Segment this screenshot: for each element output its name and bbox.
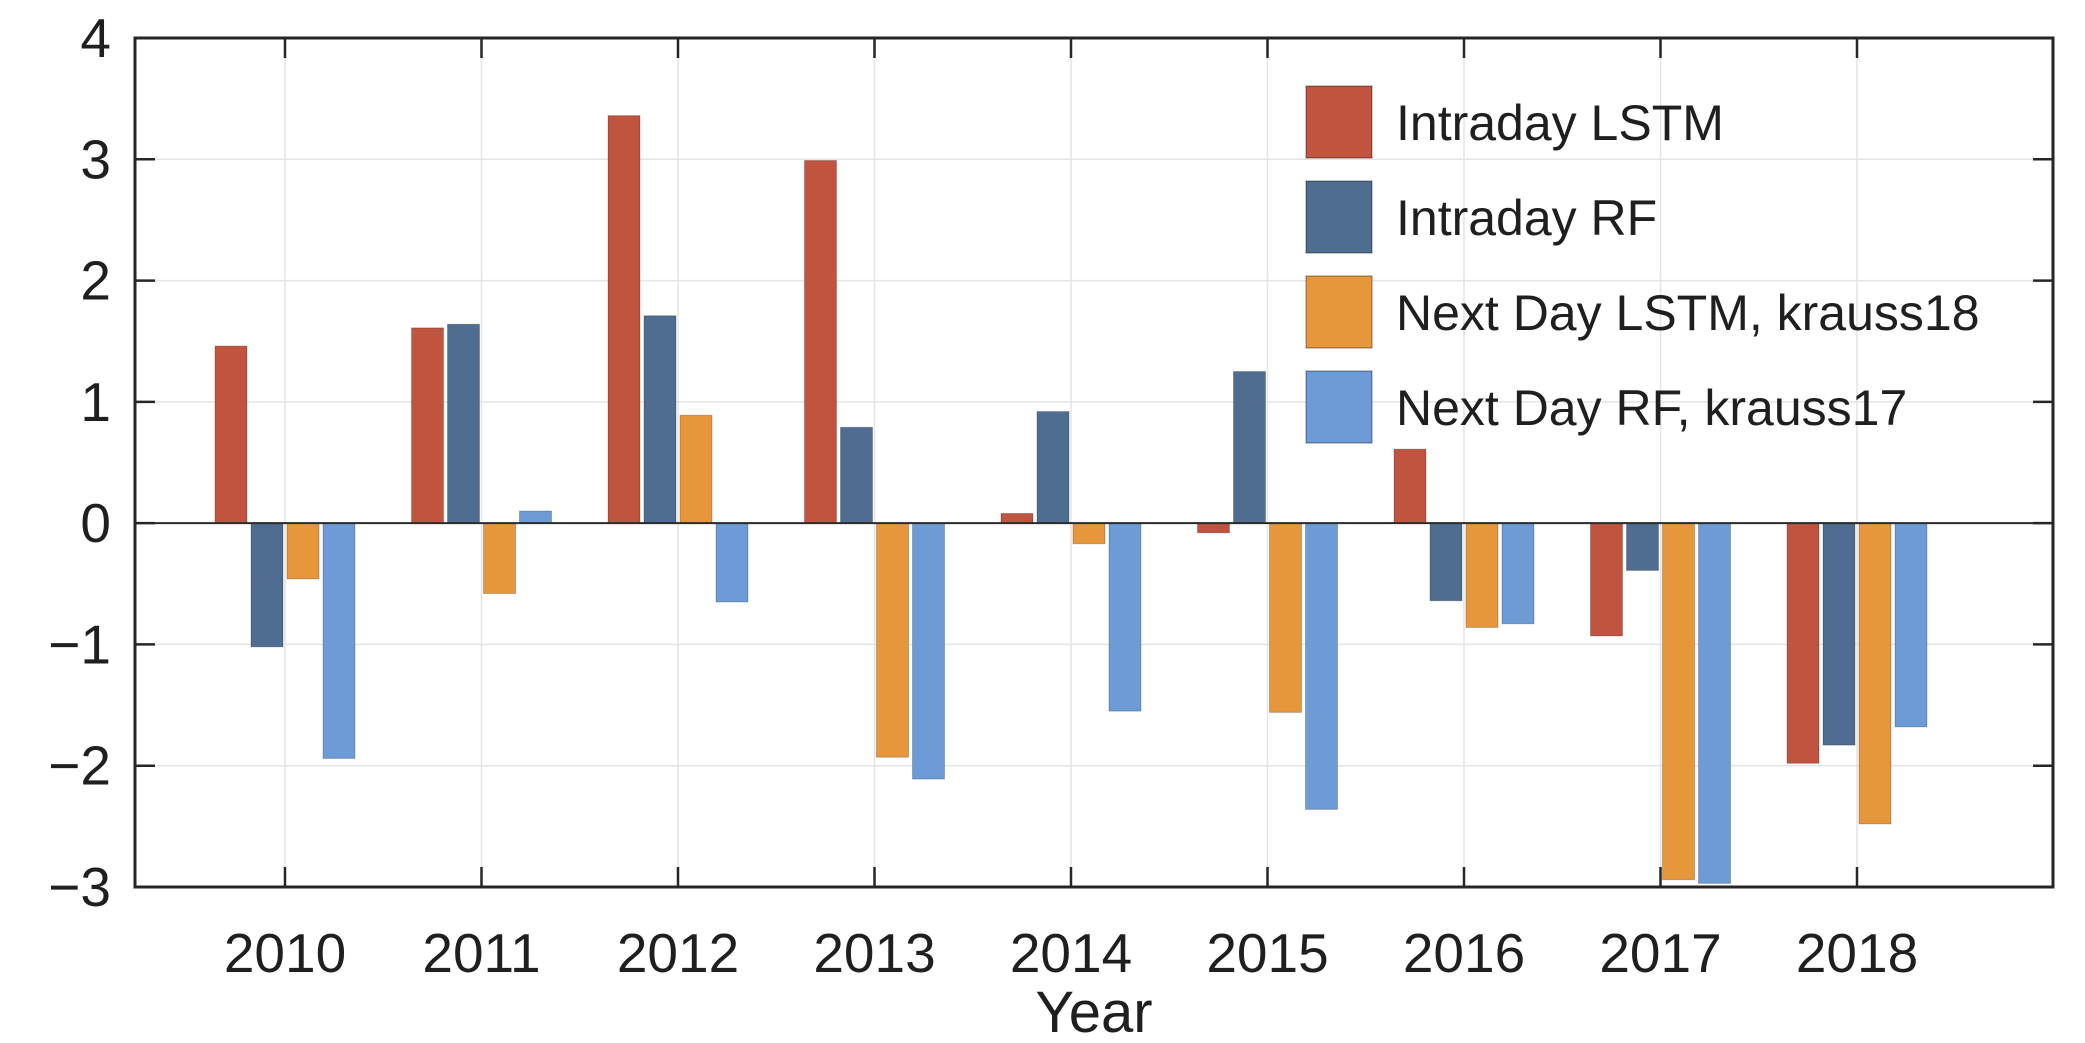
bar-2011-series2 bbox=[483, 522, 516, 594]
bar-2010-series3 bbox=[322, 522, 356, 759]
bar-2014-series2 bbox=[1072, 522, 1106, 545]
bar-2013-series1 bbox=[840, 426, 873, 524]
y-tick-label: −3 bbox=[48, 856, 111, 918]
bars bbox=[214, 115, 1928, 884]
bar-2018-series2 bbox=[1858, 522, 1892, 825]
x-tick-label: 2011 bbox=[422, 922, 540, 984]
legend-label: Intraday RF bbox=[1396, 190, 1657, 246]
legend-item: Intraday LSTM bbox=[1305, 85, 1724, 159]
axis-frame bbox=[133, 36, 2055, 889]
bar-2017-series3 bbox=[1698, 522, 1731, 884]
legend-item: Next Day RF, krauss17 bbox=[1305, 370, 1907, 444]
bar-2017-series0 bbox=[1590, 522, 1623, 637]
legend-label: Intraday LSTM bbox=[1396, 95, 1724, 151]
x-tick-label: 2017 bbox=[1599, 922, 1721, 984]
bar-2011-series3 bbox=[519, 510, 552, 524]
x-tick-label: 2013 bbox=[813, 922, 935, 984]
bar-2012-series2 bbox=[679, 414, 713, 524]
x-tick-label: 2012 bbox=[617, 922, 739, 984]
bar-2016-series2 bbox=[1465, 522, 1499, 628]
bar-2018-series1 bbox=[1822, 522, 1856, 746]
bar-2016-series3 bbox=[1501, 522, 1535, 625]
legend-swatch bbox=[1305, 275, 1373, 349]
y-tick-label: 0 bbox=[80, 492, 111, 554]
bar-2013-series3 bbox=[912, 522, 945, 780]
bar-2018-series0 bbox=[1786, 522, 1820, 764]
legend-label: Next Day RF, krauss17 bbox=[1396, 380, 1907, 436]
bar-2017-series1 bbox=[1626, 522, 1659, 571]
series-intraday-lstm bbox=[214, 115, 1820, 764]
bar-2015-series0 bbox=[1197, 522, 1230, 534]
y-tick-label: 2 bbox=[80, 250, 111, 312]
bar-2015-series2 bbox=[1269, 522, 1302, 713]
y-tick-label: 4 bbox=[80, 7, 111, 69]
legend-item: Next Day LSTM, krauss18 bbox=[1305, 275, 1980, 349]
y-tick-label: −2 bbox=[48, 735, 111, 797]
bar-2015-series1 bbox=[1233, 371, 1266, 524]
legend-swatch bbox=[1305, 180, 1373, 254]
bar-2013-series2 bbox=[876, 522, 909, 758]
x-tick-label: 2018 bbox=[1796, 922, 1918, 984]
bar-2011-series0 bbox=[411, 327, 444, 524]
bar-2017-series2 bbox=[1662, 522, 1695, 881]
bar-2016-series0 bbox=[1393, 448, 1427, 524]
bar-2012-series3 bbox=[715, 522, 749, 603]
series-next-day-lstm-krauss18 bbox=[286, 414, 1892, 881]
bar-2018-series3 bbox=[1894, 522, 1928, 728]
bar-2016-series1 bbox=[1429, 522, 1463, 602]
axis-ticks bbox=[135, 36, 2053, 889]
bar-2010-series0 bbox=[214, 345, 248, 524]
y-tick-label: 3 bbox=[80, 128, 111, 190]
bar-2011-series1 bbox=[447, 323, 480, 524]
legend-item: Intraday RF bbox=[1305, 180, 1657, 254]
x-tick-label: 2010 bbox=[224, 922, 346, 984]
x-tick-label: 2016 bbox=[1403, 922, 1525, 984]
bar-2014-series1 bbox=[1036, 411, 1070, 524]
series-next-day-rf-krauss17 bbox=[322, 510, 1928, 884]
legend: Intraday LSTM Intraday RF Next Day LSTM, k… bbox=[1305, 85, 1980, 444]
legend-swatch bbox=[1305, 85, 1373, 159]
bar-2010-series1 bbox=[250, 522, 284, 648]
plot-border bbox=[133, 36, 2055, 889]
axis-labels: 4 3 2 1 0 −1 −2 −3 2010 2011 2012 2013 2014 2015 2016 2… bbox=[48, 7, 1918, 1043]
x-tick-label: 2015 bbox=[1206, 922, 1328, 984]
x-axis-title: Year bbox=[1035, 980, 1152, 1043]
legend-label: Next Day LSTM, krauss18 bbox=[1396, 285, 1980, 341]
bar-2010-series2 bbox=[286, 522, 320, 580]
bar-2013-series0 bbox=[804, 159, 837, 524]
bar-2014-series3 bbox=[1108, 522, 1142, 712]
bar-2012-series1 bbox=[643, 315, 677, 524]
y-tick-label: 1 bbox=[80, 371, 111, 433]
y-tick-label: −1 bbox=[48, 613, 111, 675]
bar-2012-series0 bbox=[607, 115, 641, 524]
x-tick-label: 2014 bbox=[1010, 922, 1132, 984]
legend-swatch bbox=[1305, 370, 1373, 444]
bar-2014-series0 bbox=[1000, 512, 1034, 524]
bar-2015-series3 bbox=[1305, 522, 1338, 810]
